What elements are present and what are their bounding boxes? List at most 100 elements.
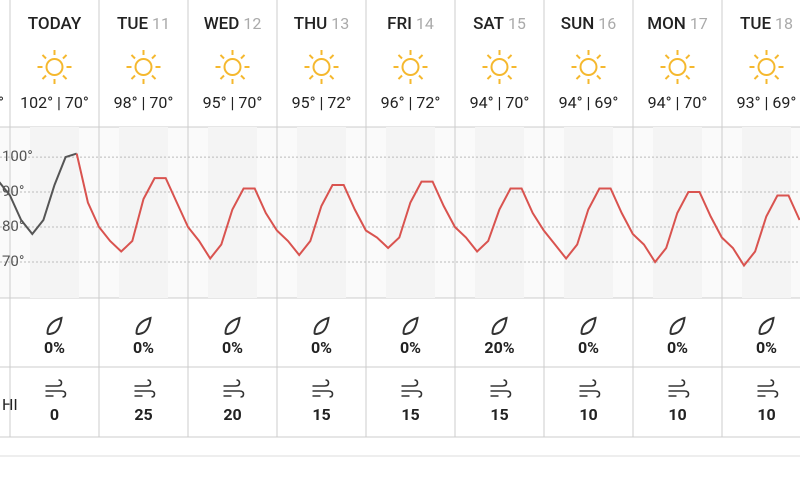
wind: 20 <box>223 405 241 424</box>
sun-ray <box>397 54 403 60</box>
column-stripe <box>386 127 435 298</box>
sun-ray <box>219 54 225 60</box>
day-header: THU 13 <box>294 14 350 34</box>
y-tick-label: 70° <box>2 252 24 270</box>
sun-ray <box>219 74 225 80</box>
column-stripe <box>30 127 79 298</box>
wind-icon <box>490 379 512 398</box>
temps: 96° | 72° <box>381 93 441 112</box>
day-name: SAT <box>473 14 504 34</box>
drop-icon <box>491 316 508 335</box>
sun-ray <box>486 74 492 80</box>
day-name: TUE <box>740 14 771 34</box>
day-name: FRI <box>387 14 412 34</box>
precip: 0% <box>667 338 688 357</box>
wind-icon <box>668 379 690 398</box>
wind-icon <box>401 379 423 398</box>
sun-ray <box>596 54 602 60</box>
drop-icon <box>135 316 152 335</box>
sun-ray <box>41 74 47 80</box>
temps: 95° | 72° <box>292 93 352 112</box>
wind: 10 <box>579 405 597 424</box>
sun-ray <box>41 54 47 60</box>
column-stripe <box>119 127 168 298</box>
day-header: MON 17 <box>647 14 708 34</box>
temps: 94° | 70° <box>470 93 530 112</box>
sun-core <box>490 58 509 76</box>
precip: 0% <box>44 338 65 357</box>
column-stripe <box>297 127 346 298</box>
sun-ray <box>753 54 759 60</box>
sun-ray <box>486 54 492 60</box>
sun-ray <box>151 74 157 80</box>
drop-icon <box>313 316 330 335</box>
day-date: 15 <box>508 14 526 33</box>
day-date: 17 <box>690 14 708 33</box>
sun-icon <box>749 50 784 84</box>
day-header: SUN 16 <box>561 14 616 34</box>
day-name: TODAY <box>28 14 82 34</box>
drop-icon <box>580 316 597 335</box>
day-header: SAT 15 <box>473 14 526 34</box>
day-name: TUE <box>117 14 148 34</box>
sun-icon <box>126 50 161 84</box>
day-header: TUE 11 <box>117 14 170 34</box>
sun-ray <box>329 54 335 60</box>
temps: 95° | 70° <box>203 93 263 112</box>
precip: 0% <box>311 338 332 357</box>
sun-ray <box>62 74 68 80</box>
sun-icon <box>482 50 517 84</box>
drop-icon <box>669 316 686 335</box>
column-stripe <box>475 127 524 298</box>
sun-core <box>401 58 420 76</box>
sun-ray <box>418 54 424 60</box>
sun-ray <box>418 74 424 80</box>
drop-icon <box>46 316 63 335</box>
sun-ray <box>151 54 157 60</box>
sun-icon <box>571 50 606 84</box>
precip: 0% <box>222 338 243 357</box>
wind: 0 <box>50 405 59 424</box>
sun-ray <box>62 54 68 60</box>
wind-icon <box>579 379 601 398</box>
temps: 94° | 70° <box>648 93 708 112</box>
wind: 10 <box>757 405 775 424</box>
drop-icon <box>224 316 241 335</box>
sun-core <box>223 58 242 76</box>
day-date: 18 <box>775 14 793 33</box>
sun-ray <box>130 54 136 60</box>
column-stripe <box>208 127 257 298</box>
column-stripe <box>742 127 791 298</box>
wind: 15 <box>490 405 508 424</box>
sun-ray <box>507 54 513 60</box>
sun-ray <box>240 54 246 60</box>
day-name: MON <box>647 14 686 34</box>
day-date: 14 <box>416 14 434 33</box>
temperature-line <box>0 152 78 236</box>
temps: 94° | 69° <box>559 93 619 112</box>
sun-ray <box>308 54 314 60</box>
precip: 0% <box>133 338 154 357</box>
wind-icon <box>312 379 334 398</box>
day-name: THU <box>294 14 328 34</box>
sun-icon <box>304 50 339 84</box>
precip: 0% <box>756 338 777 357</box>
wind: 10 <box>668 405 686 424</box>
sun-icon <box>393 50 428 84</box>
temps: 98° | 70° <box>114 93 174 112</box>
sun-core <box>45 58 64 76</box>
y-tick-label: 90° <box>2 182 24 200</box>
temperature-line <box>75 153 800 268</box>
sun-ray <box>596 74 602 80</box>
sun-icon <box>660 50 695 84</box>
sun-ray <box>575 74 581 80</box>
day-name: SUN <box>561 14 594 34</box>
sun-ray <box>774 54 780 60</box>
temps: 93° | 69° <box>737 93 797 112</box>
sun-core <box>134 58 153 76</box>
y-tick-label: 80° <box>2 217 24 235</box>
sun-core <box>312 58 331 76</box>
drop-icon <box>758 316 775 335</box>
wind-icon <box>45 379 67 398</box>
